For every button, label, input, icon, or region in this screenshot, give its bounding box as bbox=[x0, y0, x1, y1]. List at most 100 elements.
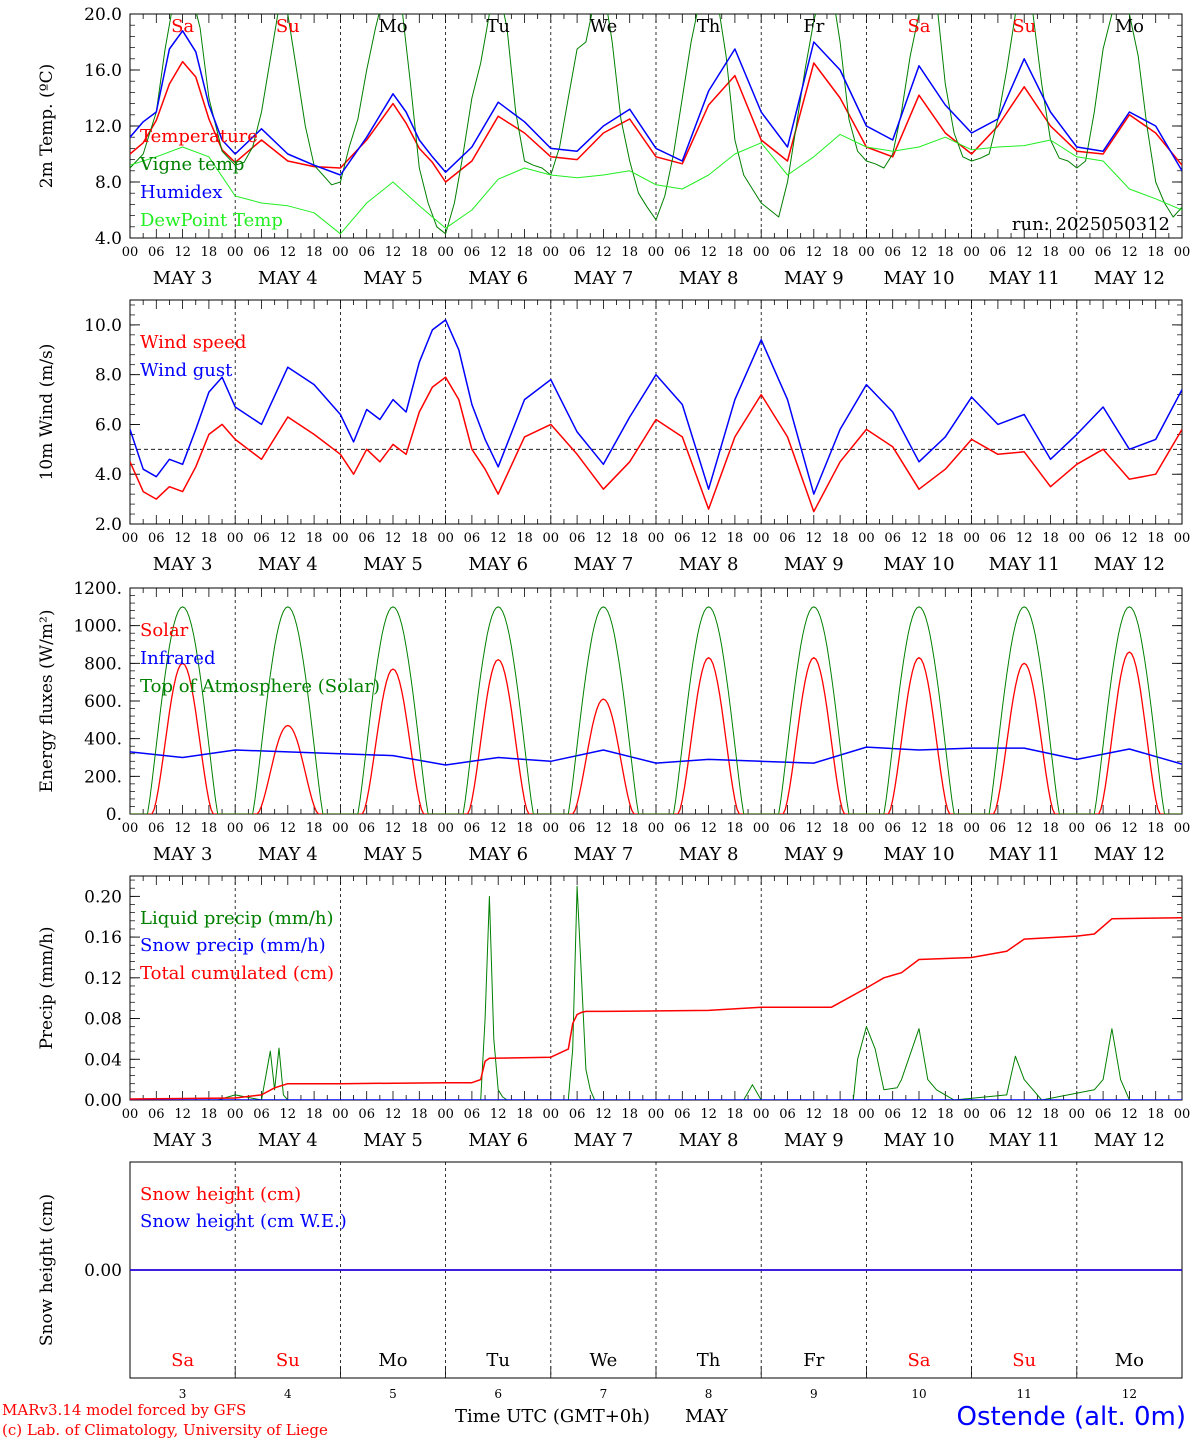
hour-tick-label: 18 bbox=[516, 821, 533, 836]
weekday-label-bottom: Sa bbox=[907, 1350, 930, 1371]
precip-y-tick-label: 0.16 bbox=[84, 928, 122, 948]
hour-tick-label: 18 bbox=[832, 821, 849, 836]
energy-y-tick-label: 400. bbox=[84, 730, 122, 750]
hour-tick-label: 00 bbox=[858, 821, 875, 836]
hour-tick-label: 00 bbox=[1069, 821, 1086, 836]
hour-tick-label: 00 bbox=[963, 821, 980, 836]
date-label: MAY 9 bbox=[784, 268, 844, 289]
precip-y-axis-label: Precip (mm/h) bbox=[37, 926, 57, 1049]
wind-panel: 2.0 4.0 6.0 8.0 10.0 10m Wind (m/s) Wind speed… bbox=[37, 299, 1191, 575]
hour-tick-label: 12 bbox=[174, 531, 191, 546]
hour-tick-label: 18 bbox=[201, 245, 218, 260]
hour-tick-label: 12 bbox=[595, 245, 612, 260]
hour-tick-label: 12 bbox=[911, 1107, 928, 1122]
weekday-label-bottom: Th bbox=[697, 1350, 721, 1371]
weekday-label-top: Mo bbox=[1115, 16, 1144, 37]
date-label: MAY 9 bbox=[784, 554, 844, 575]
hour-tick-label: 06 bbox=[884, 1107, 901, 1122]
hour-tick-label: 06 bbox=[1095, 821, 1112, 836]
date-label: MAY 3 bbox=[153, 844, 213, 865]
weekday-label-bottom: Mo bbox=[1115, 1350, 1144, 1371]
hour-tick-label: 00 bbox=[543, 1107, 560, 1122]
hour-tick-label: 18 bbox=[1042, 531, 1059, 546]
day-number-label: 12 bbox=[1122, 1387, 1137, 1401]
date-label: MAY 4 bbox=[258, 1130, 318, 1151]
hour-tick-label: 00 bbox=[437, 245, 454, 260]
hour-tick-label: 00 bbox=[122, 1107, 139, 1122]
hour-tick-label: 18 bbox=[937, 245, 954, 260]
energy-y-axis-label: Energy fluxes (W/m²) bbox=[37, 610, 57, 793]
hour-tick-label: 06 bbox=[253, 1107, 270, 1122]
hour-tick-label: 00 bbox=[332, 245, 349, 260]
hour-tick-label: 18 bbox=[621, 821, 638, 836]
precip-series-liquid-precip-mm-h bbox=[130, 885, 1182, 1100]
day-number-label: 9 bbox=[810, 1387, 818, 1401]
hour-tick-label: 06 bbox=[884, 531, 901, 546]
hour-tick-label: 06 bbox=[1095, 531, 1112, 546]
temp-panel: 4.0 8.0 12.0 16.0 20.0 2m Temp. (ºC) Temperatu… bbox=[37, 5, 1190, 289]
date-label: MAY 3 bbox=[153, 554, 213, 575]
date-label: MAY 4 bbox=[258, 554, 318, 575]
hour-tick-label: 12 bbox=[280, 245, 297, 260]
hour-tick-label: 12 bbox=[806, 245, 823, 260]
hour-tick-label: 06 bbox=[990, 1107, 1007, 1122]
precip-legend-entry: Total cumulated (cm) bbox=[140, 963, 334, 984]
hour-tick-label: 18 bbox=[1147, 1107, 1164, 1122]
hour-tick-label: 18 bbox=[306, 245, 323, 260]
snow-legend-entry: Snow height (cm) bbox=[140, 1184, 301, 1205]
hour-tick-label: 12 bbox=[700, 245, 717, 260]
date-label: MAY 11 bbox=[989, 554, 1060, 575]
hour-tick-label: 12 bbox=[385, 821, 402, 836]
hour-tick-label: 18 bbox=[411, 245, 428, 260]
date-label: MAY 6 bbox=[468, 844, 528, 865]
hour-tick-label: 06 bbox=[148, 1107, 165, 1122]
precip-series-total-cumulated-cm bbox=[130, 916, 1182, 1100]
hour-tick-label: 06 bbox=[569, 245, 586, 260]
wind-y-tick-label: 8.0 bbox=[95, 366, 122, 386]
date-label: MAY 7 bbox=[574, 844, 634, 865]
hour-tick-label: 12 bbox=[490, 821, 507, 836]
hour-tick-label: 18 bbox=[516, 245, 533, 260]
hour-tick-label: 00 bbox=[858, 245, 875, 260]
precip-panel: 0.00 0.04 0.08 0.12 0.16 0.20 Precip (mm/h) Liq… bbox=[37, 875, 1191, 1151]
hour-tick-label: 18 bbox=[1042, 245, 1059, 260]
energy-y-tick-label: 800. bbox=[84, 654, 122, 674]
hour-tick-label: 00 bbox=[1069, 531, 1086, 546]
hour-tick-label: 12 bbox=[385, 531, 402, 546]
hour-tick-label: 00 bbox=[648, 821, 665, 836]
hour-tick-label: 06 bbox=[779, 245, 796, 260]
hour-tick-label: 00 bbox=[543, 245, 560, 260]
energy-panel: 0. 200. 400. 600. 800. 1000. 1200. Energy fluxe… bbox=[37, 579, 1190, 865]
day-number-label: 10 bbox=[911, 1387, 926, 1401]
hour-tick-label: 06 bbox=[674, 1107, 691, 1122]
weekday-label-top: Fr bbox=[803, 16, 824, 37]
temp-y-tick-label: 12.0 bbox=[84, 117, 122, 137]
hour-tick-label: 00 bbox=[648, 245, 665, 260]
hour-tick-label: 00 bbox=[1174, 1107, 1191, 1122]
hour-tick-label: 18 bbox=[621, 1107, 638, 1122]
hour-tick-label: 06 bbox=[358, 1107, 375, 1122]
hour-tick-label: 12 bbox=[1016, 1107, 1033, 1122]
hour-tick-label: 18 bbox=[1147, 531, 1164, 546]
hour-tick-label: 18 bbox=[1147, 821, 1164, 836]
hour-tick-label: 12 bbox=[1121, 245, 1138, 260]
weekday-label-top: Sa bbox=[907, 16, 930, 37]
temp-frame bbox=[129, 13, 1183, 239]
precip-series-group bbox=[130, 885, 1182, 1100]
wind-y-tick-label: 10.0 bbox=[84, 316, 122, 336]
hour-tick-label: 00 bbox=[543, 821, 560, 836]
wind-y-tick-label: 4.0 bbox=[95, 465, 122, 485]
hour-tick-label: 06 bbox=[674, 245, 691, 260]
energy-series-top-of-atmosphere-solar bbox=[130, 606, 1182, 814]
hour-tick-label: 06 bbox=[253, 245, 270, 260]
hour-tick-label: 18 bbox=[621, 531, 638, 546]
hour-tick-label: 12 bbox=[1016, 531, 1033, 546]
hour-tick-label: 06 bbox=[148, 531, 165, 546]
day-number-label: 4 bbox=[284, 1387, 292, 1401]
hour-tick-label: 00 bbox=[1174, 531, 1191, 546]
hour-tick-label: 06 bbox=[779, 821, 796, 836]
wind-series-group bbox=[130, 319, 1182, 513]
hour-tick-label: 06 bbox=[148, 245, 165, 260]
date-label: MAY 8 bbox=[679, 554, 739, 575]
